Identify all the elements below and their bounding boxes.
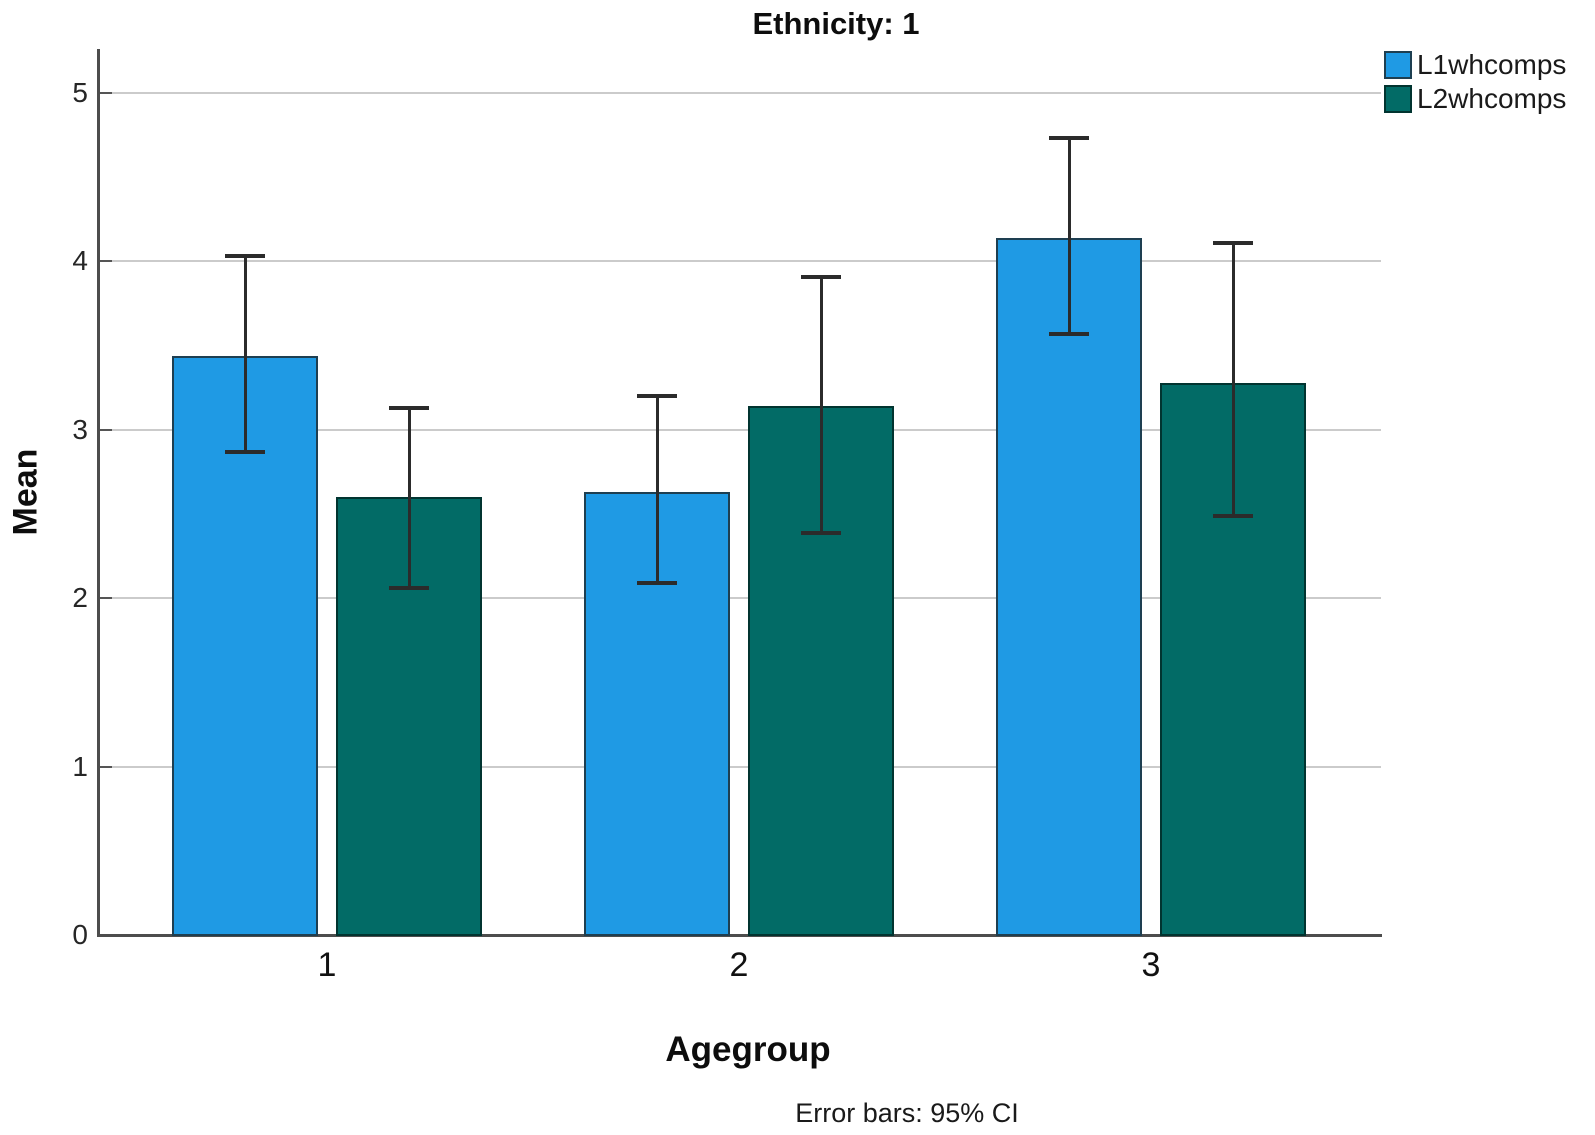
- error-bar-cap-high-l2whcomps-group2: [801, 274, 841, 279]
- error-bar-cap-low-l2whcomps-group3: [1213, 513, 1253, 518]
- error-bar-cap-high-l1whcomps-group2: [637, 394, 677, 399]
- error-bar-cap-high-l1whcomps-group3: [1049, 136, 1089, 141]
- y-axis-line: [97, 49, 100, 937]
- legend-swatch-l2whcomps-icon: [1384, 85, 1412, 113]
- gridline-y4: [100, 260, 1381, 263]
- y-tick-mark: [100, 428, 112, 431]
- error-bars-footnote: Error bars: 95% CI: [795, 1098, 1019, 1128]
- error-bar-cap-low-l2whcomps-group1: [389, 586, 429, 591]
- error-bar-cap-low-l1whcomps-group3: [1049, 331, 1089, 336]
- error-bar-cap-high-l1whcomps-group1: [225, 254, 265, 259]
- legend-item-l2whcomps: L2whcomps: [1384, 83, 1567, 114]
- gridline-y5: [100, 92, 1381, 94]
- legend-label-l2whcomps: L2whcomps: [1417, 83, 1567, 114]
- error-bar-line-l1whcomps-group3: [1067, 138, 1071, 334]
- x-tick-label: 3: [1141, 946, 1161, 984]
- gridline-y2: [100, 597, 1381, 600]
- y-tick-mark: [100, 92, 112, 94]
- error-bar-line-l2whcomps-group2: [819, 276, 823, 533]
- legend-label-l1whcomps: L1whcomps: [1417, 49, 1567, 80]
- legend: L1whcomps L2whcomps: [1384, 49, 1567, 120]
- y-tick-label: 0: [72, 919, 88, 950]
- gridline-y1: [100, 765, 1381, 768]
- error-bar-cap-low-l1whcomps-group1: [225, 449, 265, 454]
- gridline-y3: [100, 428, 1381, 431]
- legend-swatch-l1whcomps-icon: [1384, 51, 1412, 79]
- chart-title: Ethnicity: 1: [752, 6, 920, 41]
- y-tick-label: 3: [72, 413, 88, 445]
- error-bar-cap-low-l1whcomps-group2: [637, 581, 677, 586]
- y-tick-label: 5: [72, 77, 88, 108]
- x-axis-title: Agegroup: [665, 1030, 831, 1069]
- error-bar-line-l1whcomps-group1: [243, 256, 247, 452]
- x-tick-label: 1: [317, 946, 337, 984]
- error-bar-line-l1whcomps-group2: [655, 396, 659, 584]
- y-tick-label: 1: [72, 750, 88, 782]
- y-tick-mark: [100, 260, 112, 263]
- bar-l1whcomps-group3: [996, 237, 1142, 936]
- x-axis-line: [97, 934, 1382, 937]
- y-tick-mark: [100, 765, 112, 768]
- error-bar-cap-high-l2whcomps-group1: [389, 405, 429, 410]
- error-bar-line-l2whcomps-group1: [407, 407, 411, 589]
- error-bar-cap-low-l2whcomps-group2: [801, 530, 841, 535]
- x-tick-label: 2: [729, 946, 749, 984]
- error-bar-line-l2whcomps-group3: [1231, 242, 1235, 516]
- error-bar-cap-high-l2whcomps-group3: [1213, 240, 1253, 245]
- y-tick-label: 4: [72, 245, 88, 277]
- y-tick-label: 2: [72, 582, 88, 614]
- legend-item-l1whcomps: L1whcomps: [1384, 49, 1567, 80]
- y-tick-mark: [100, 597, 112, 600]
